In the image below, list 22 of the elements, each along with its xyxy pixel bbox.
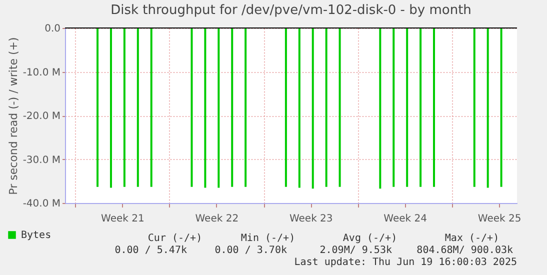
- text: Max (-/+): [444, 233, 500, 244]
- x-tick-label: Week 21: [101, 214, 144, 224]
- y-tick-label: -30.0 M: [22, 154, 60, 166]
- text: 804.68M/ 900.03k: [416, 245, 513, 256]
- text: Min (-/+): [240, 233, 296, 244]
- y-axis-title: Pr second read (-) / write (+): [6, 37, 20, 195]
- x-tick-label: Week 24: [384, 214, 427, 224]
- x-tick-label: Week 22: [195, 214, 239, 224]
- y-tick-label: -10.0 M: [22, 67, 60, 78]
- y-tick-label: 0.0: [44, 24, 60, 34]
- text: 0.00 / 5.47k: [114, 245, 187, 256]
- legend-label: Bytes: [21, 230, 52, 241]
- text: 2.09M/ 9.53k: [320, 245, 392, 256]
- chart-title: Disk throughput for /dev/pve/vm-102-disk-0 - by month: [110, 3, 472, 18]
- text: Last update: Thu Jun 19 16:00:03 2025: [294, 257, 517, 268]
- x-tick-label: Week 23: [289, 214, 333, 224]
- x-tick-label: Week 25: [478, 214, 522, 224]
- text: Avg (-/+): [342, 233, 398, 244]
- text: Cur (-/+): [148, 233, 202, 244]
- y-tick-label: -40.0 M: [22, 198, 60, 210]
- y-tick-label: -20.0 M: [22, 111, 60, 122]
- text: 0.00 / 3.70k: [214, 245, 287, 256]
